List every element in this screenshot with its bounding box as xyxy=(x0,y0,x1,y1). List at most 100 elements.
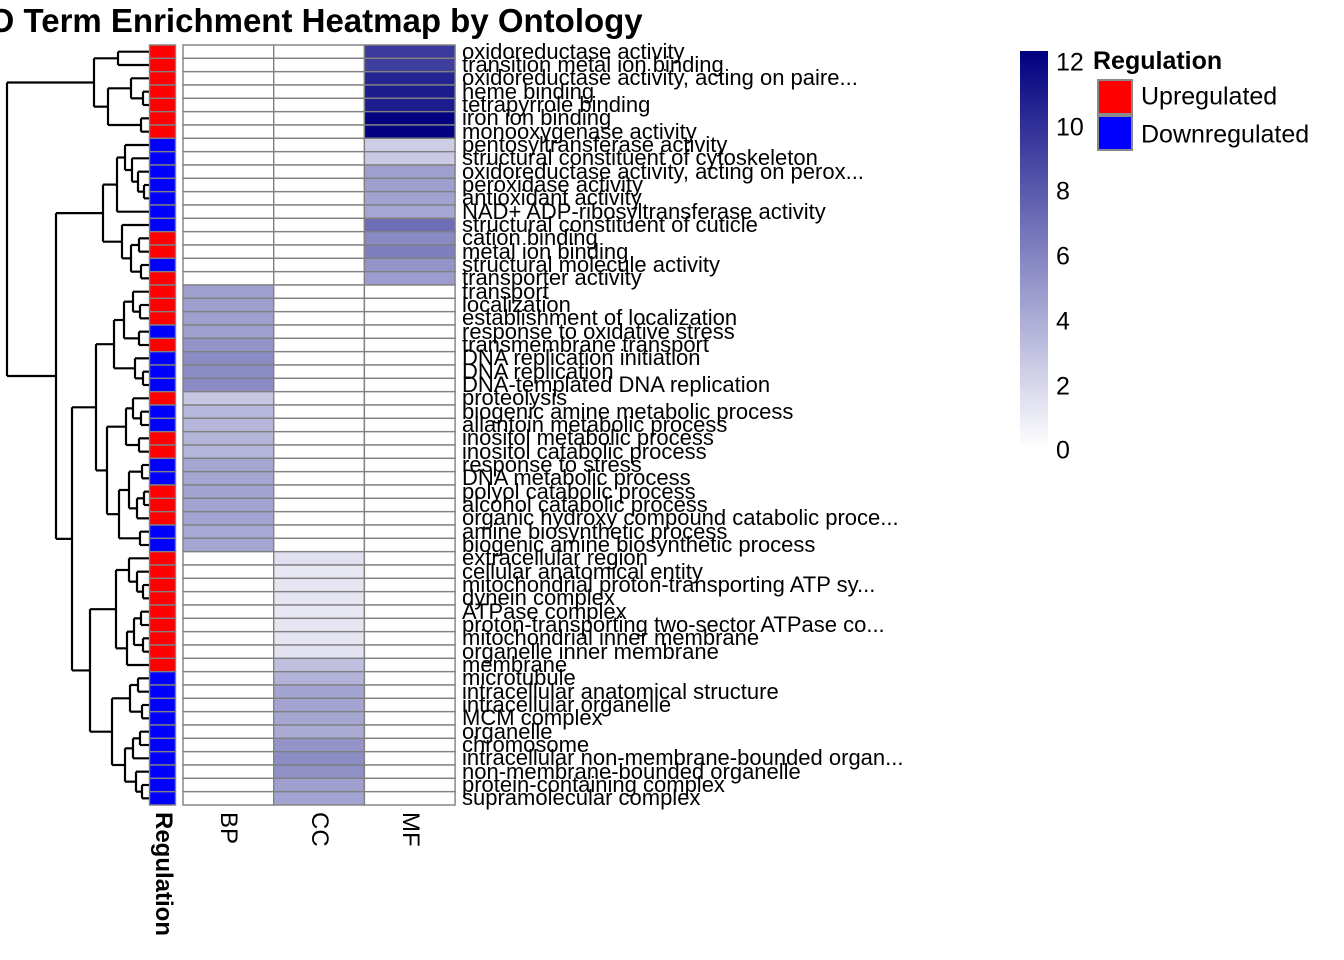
regulation-annotation-cell xyxy=(148,324,177,340)
heatmap-cell xyxy=(182,190,275,206)
regulation-annotation-cell xyxy=(148,297,177,313)
regulation-annotation-cell xyxy=(148,737,177,753)
heatmap-cell xyxy=(182,430,275,446)
heatmap-cell xyxy=(363,350,456,366)
heatmap-cell xyxy=(182,204,275,220)
row-label: non-membrane-bounded organelle xyxy=(462,758,801,784)
regulation-annotation-cell xyxy=(148,524,177,540)
regulation-annotation-cell xyxy=(148,270,177,286)
row-label: pentosyltransferase activity xyxy=(462,132,728,157)
heatmap-cell xyxy=(273,644,366,660)
heatmap-cell xyxy=(273,57,366,73)
heatmap-cell xyxy=(273,537,366,553)
heatmap-cell xyxy=(182,257,275,273)
heatmap-cell xyxy=(273,377,366,393)
regulation-annotation-cell xyxy=(148,217,177,233)
regulation-annotation-cell xyxy=(148,70,177,86)
heatmap-cell xyxy=(182,164,275,180)
heatmap-cell xyxy=(182,550,275,566)
heatmap-cell xyxy=(182,764,275,780)
heatmap-cell xyxy=(363,110,456,126)
heatmap-cell xyxy=(363,524,456,540)
row-label: biogenic amine metabolic process xyxy=(462,398,794,424)
downregulated-swatch xyxy=(1097,115,1133,151)
heatmap-cell xyxy=(273,484,366,500)
row-label: structural constituent of cuticle xyxy=(462,212,758,237)
regulation-annotation-cell xyxy=(148,57,177,73)
regulation-annotation-cell xyxy=(148,230,177,246)
heatmap-cell xyxy=(363,577,456,593)
regulation-annotation-cell xyxy=(148,764,177,780)
heatmap-cell xyxy=(273,417,366,433)
regulation-annotation-cell xyxy=(148,550,177,566)
row-label: proteolysis xyxy=(462,385,568,411)
heatmap-cell xyxy=(273,350,366,366)
regulation-annotation-cell xyxy=(148,257,177,273)
regulation-annotation-cell xyxy=(148,204,177,220)
row-label: mitochondrial proton-transporting ATP sy… xyxy=(462,572,876,597)
regulation-annotation-cell xyxy=(148,84,177,100)
regulation-annotation-cell xyxy=(148,644,177,660)
regulation-annotation-cell xyxy=(148,537,177,553)
heatmap-cell xyxy=(182,177,275,193)
heatmap-cell xyxy=(273,164,366,180)
regulation-annotation-cell xyxy=(148,657,177,673)
heatmap-cell xyxy=(182,297,275,313)
regulation-annotation-cell xyxy=(148,377,177,393)
heatmap-cell xyxy=(363,630,456,646)
heatmap-cell xyxy=(363,404,456,420)
row-label: localization xyxy=(462,292,571,317)
colorbar-tick-label: 4 xyxy=(1056,307,1070,336)
heatmap-cell xyxy=(273,110,366,126)
heatmap-cell xyxy=(363,644,456,660)
heatmap-cell xyxy=(273,244,366,260)
row-label: metal ion binding xyxy=(462,238,629,264)
row-label: response to stress xyxy=(462,452,642,477)
heatmap-cell xyxy=(182,97,275,113)
heatmap-cell xyxy=(363,564,456,580)
regulation-annotation-cell xyxy=(148,630,177,646)
upregulated-swatch xyxy=(1097,79,1133,115)
heatmap-cell xyxy=(273,257,366,273)
regulation-annotation-cell xyxy=(148,724,177,740)
heatmap-cell xyxy=(363,790,456,806)
regulation-annotation-cell xyxy=(148,177,177,193)
heatmap-cell xyxy=(363,604,456,620)
heatmap-cell xyxy=(363,417,456,433)
regulation-annotation-cell xyxy=(148,390,177,406)
regulation-annotation-cell xyxy=(148,457,177,473)
heatmap-cell xyxy=(182,350,275,366)
heatmap-cell xyxy=(182,790,275,806)
row-label: inositol catabolic process xyxy=(462,438,707,464)
regulation-annotation-cell xyxy=(148,110,177,126)
heatmap-cell xyxy=(273,497,366,513)
regulation-annotation-cell xyxy=(148,617,177,633)
heatmap-cell xyxy=(182,697,275,713)
heatmap-cell xyxy=(363,257,456,273)
heatmap-cell xyxy=(273,137,366,153)
heatmap-cell xyxy=(273,217,366,233)
row-label: extracellular region xyxy=(462,545,648,571)
heatmap-cell xyxy=(363,150,456,166)
heatmap-cell xyxy=(182,684,275,700)
regulation-annotation-cell xyxy=(148,164,177,180)
row-label: inositol metabolic process xyxy=(462,425,714,451)
heatmap-cell xyxy=(273,97,366,113)
heatmap-cell xyxy=(363,670,456,686)
heatmap-cell xyxy=(363,137,456,153)
colorbar-tick-label: 12 xyxy=(1056,48,1084,77)
heatmap-cell xyxy=(273,510,366,526)
row-label: DNA metabolic process xyxy=(462,465,691,491)
value-colorbar xyxy=(1020,51,1048,448)
heatmap-cell xyxy=(182,337,275,353)
heatmap-cell xyxy=(273,284,366,300)
heatmap-cell xyxy=(363,84,456,100)
row-label: transport xyxy=(462,278,549,304)
regulation-annotation-cell xyxy=(148,137,177,153)
heatmap-and-dendrogram-canvas xyxy=(5,44,456,806)
heatmap-cell xyxy=(182,644,275,660)
heatmap-cell xyxy=(182,604,275,620)
page-title: GO Term Enrichment Heatmap by Ontology xyxy=(0,2,643,39)
heatmap-cell xyxy=(363,324,456,340)
regulation-legend-title: Regulation xyxy=(1093,47,1223,75)
